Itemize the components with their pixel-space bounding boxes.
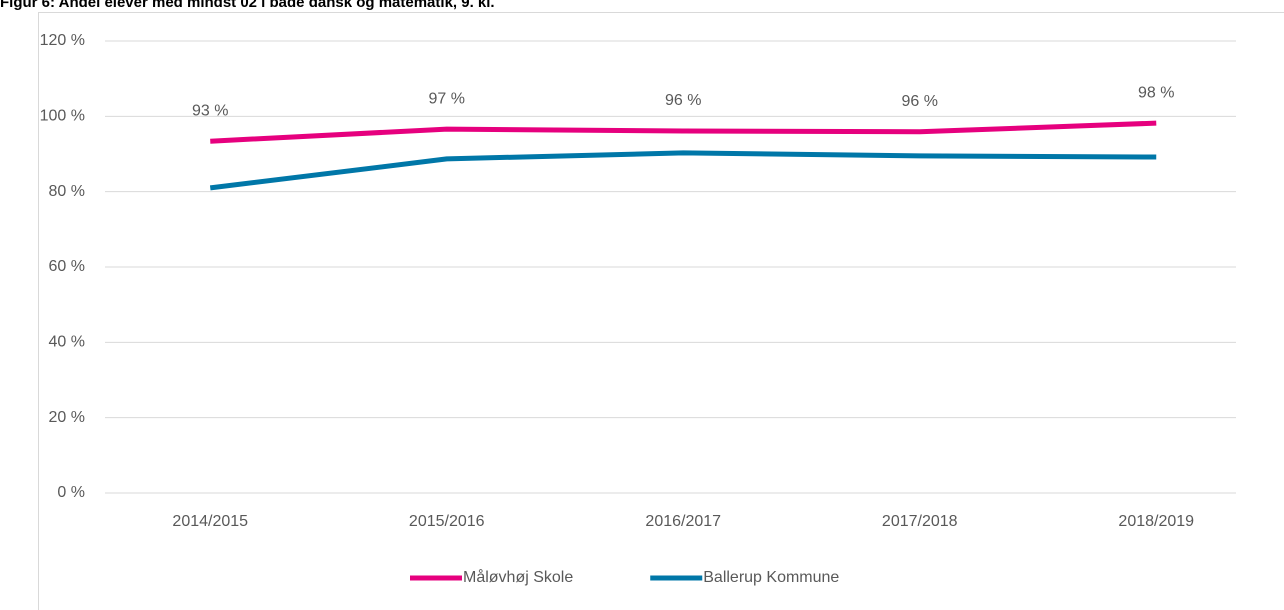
x-tick-label: 2018/2019 <box>1118 513 1194 530</box>
data-label: 96 % <box>902 93 938 110</box>
data-label: 97 % <box>429 90 465 107</box>
y-tick-label: 0 % <box>57 484 85 501</box>
y-tick-label: 40 % <box>49 334 85 351</box>
y-tick-label: 100 % <box>40 108 85 125</box>
y-tick-label: 20 % <box>49 409 85 426</box>
series-line <box>210 120 1157 144</box>
chart-title: Figur 6: Andel elever med mindst 02 i bå… <box>0 0 495 11</box>
series-line <box>209 150 1157 191</box>
legend-label: Måløvhøj Skole <box>463 568 573 586</box>
x-tick-label: 2016/2017 <box>645 513 721 530</box>
legend-label: Ballerup Kommune <box>703 569 839 586</box>
y-tick-label: 80 % <box>49 183 85 200</box>
y-tick-label: 120 % <box>40 32 85 49</box>
chart-border <box>38 12 1284 610</box>
data-label: 96 % <box>665 92 701 109</box>
x-tick-label: 2015/2016 <box>409 513 485 530</box>
x-tick-label: 2014/2015 <box>172 513 248 530</box>
data-label: 98 % <box>1138 84 1174 101</box>
y-tick-label: 60 % <box>49 258 85 275</box>
x-tick-label: 2017/2018 <box>882 513 958 530</box>
data-label: 93 % <box>192 102 228 119</box>
